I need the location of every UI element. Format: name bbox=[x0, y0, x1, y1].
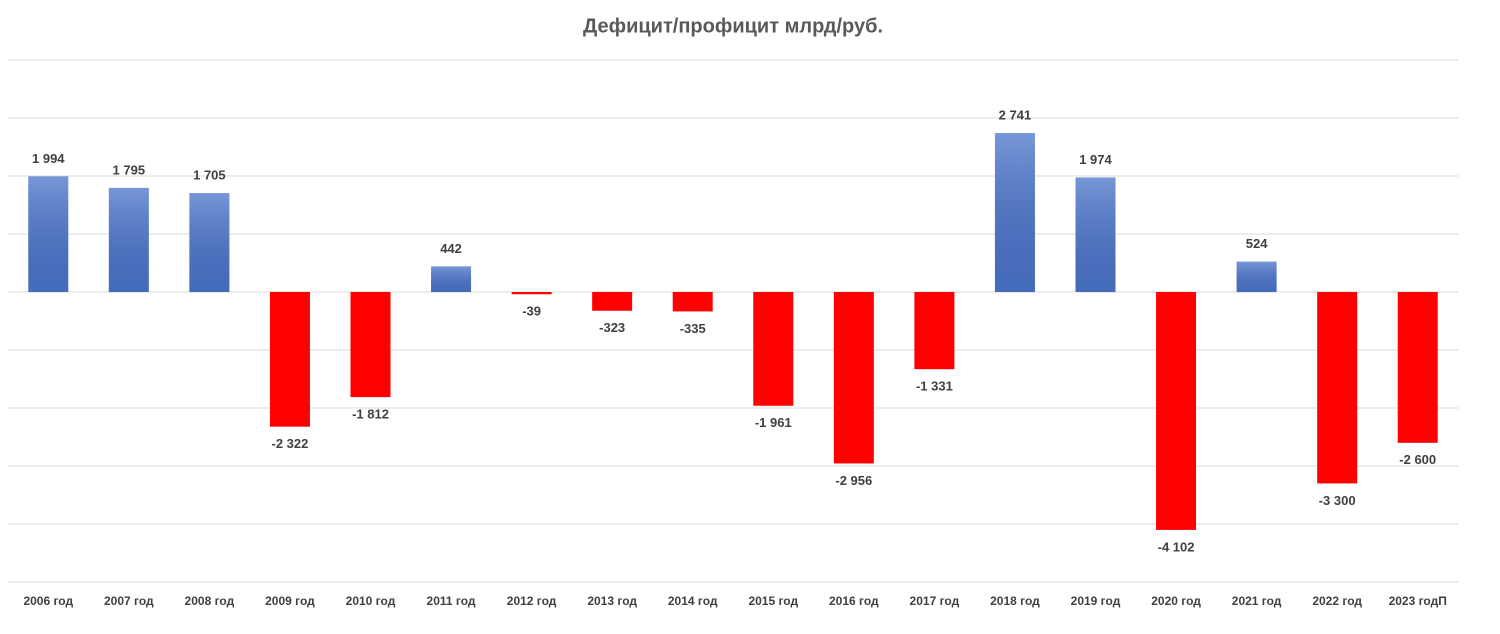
data-label: -2 600 bbox=[1399, 452, 1436, 467]
data-label: -1 961 bbox=[755, 415, 792, 430]
bar bbox=[833, 292, 874, 464]
bar bbox=[1156, 292, 1197, 530]
x-tick-label: 2018 год bbox=[990, 594, 1040, 608]
bar-shine bbox=[189, 193, 230, 292]
bar-shine bbox=[28, 176, 69, 292]
x-tick-label: 2016 год bbox=[829, 594, 879, 608]
bar bbox=[753, 292, 794, 406]
data-label: -4 102 bbox=[1158, 539, 1195, 554]
x-tick-label: 2020 год bbox=[1151, 594, 1201, 608]
x-tick-label: 2013 год bbox=[587, 594, 637, 608]
x-tick-label: 2023 годП bbox=[1389, 594, 1447, 608]
data-label: -335 bbox=[680, 321, 706, 336]
bar-shine bbox=[108, 187, 149, 292]
x-tick-label: 2006 год bbox=[23, 594, 73, 608]
bar bbox=[914, 292, 955, 370]
data-label: 524 bbox=[1246, 236, 1268, 251]
data-label: -2 956 bbox=[835, 473, 872, 488]
data-label: 1 705 bbox=[193, 168, 226, 183]
data-label: -3 300 bbox=[1319, 493, 1356, 508]
bar-shine bbox=[1075, 177, 1116, 292]
bar bbox=[592, 292, 633, 311]
x-tick-label: 2022 год bbox=[1312, 594, 1362, 608]
bar-shine bbox=[994, 133, 1035, 292]
bar-shine bbox=[1236, 261, 1277, 292]
bar bbox=[511, 292, 552, 295]
x-tick-label: 2019 год bbox=[1071, 594, 1121, 608]
data-label: -2 322 bbox=[272, 436, 309, 451]
data-label: 1 994 bbox=[32, 151, 65, 166]
x-tick-label: 2015 год bbox=[748, 594, 798, 608]
x-tick-label: 2010 год bbox=[346, 594, 396, 608]
bar bbox=[350, 292, 391, 398]
x-tick-label: 2009 год bbox=[265, 594, 315, 608]
chart-title: Дефицит/профицит млрд/руб. bbox=[583, 15, 883, 37]
x-tick-label: 2014 год bbox=[668, 594, 718, 608]
bar bbox=[1317, 292, 1358, 484]
data-label: 1 974 bbox=[1079, 152, 1112, 167]
x-tick-label: 2021 год bbox=[1232, 594, 1282, 608]
x-tick-label: 2011 год bbox=[427, 594, 476, 608]
x-tick-label: 2017 год bbox=[910, 594, 960, 608]
data-label: 1 795 bbox=[113, 162, 146, 177]
bar-shine bbox=[431, 266, 472, 292]
bar bbox=[1397, 292, 1438, 443]
x-tick-label: 2012 год bbox=[507, 594, 557, 608]
x-tick-label: 2008 год bbox=[185, 594, 235, 608]
data-label: 442 bbox=[440, 241, 462, 256]
data-label: -1 331 bbox=[916, 379, 953, 394]
data-label: -39 bbox=[522, 304, 541, 319]
data-label: -1 812 bbox=[352, 407, 389, 422]
bar bbox=[672, 292, 713, 312]
data-label: -323 bbox=[599, 320, 625, 335]
bar bbox=[269, 292, 310, 427]
data-label: 2 741 bbox=[999, 107, 1032, 122]
x-tick-label: 2007 год bbox=[104, 594, 154, 608]
